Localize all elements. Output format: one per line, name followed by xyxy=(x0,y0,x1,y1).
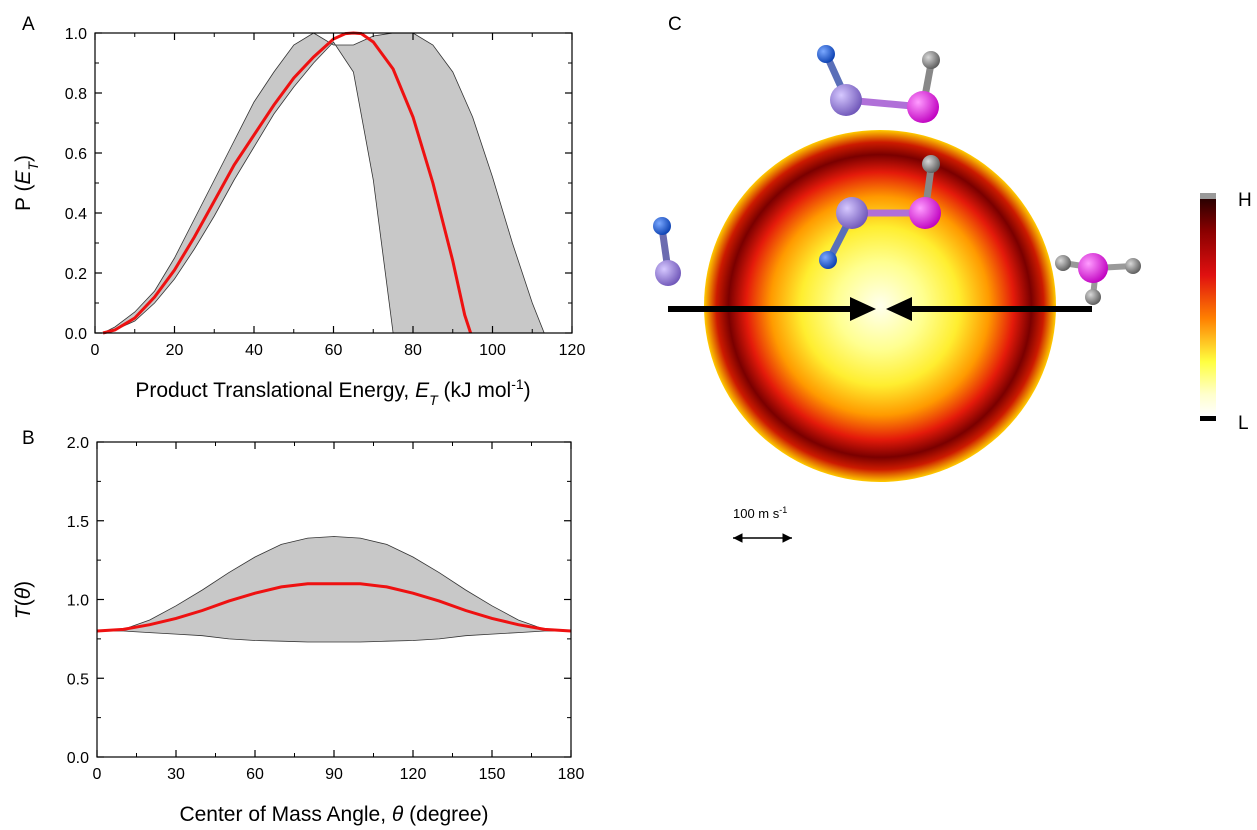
collision-arrows xyxy=(668,297,1092,321)
panel-a-y-tick-label: 0.4 xyxy=(65,206,87,223)
panel-a-y-tick-label: 0.2 xyxy=(65,266,87,283)
colorbar-cap-high xyxy=(1200,193,1216,199)
panel-b-x-tick-label: 60 xyxy=(246,766,264,783)
product-molecule-top xyxy=(817,45,940,123)
left-arrow-head xyxy=(886,297,912,321)
colorbar-gradient xyxy=(1200,199,1216,416)
flux-contour-map xyxy=(704,130,1056,482)
panel-a-x-tick-label: 0 xyxy=(91,342,100,359)
panel-a-x-tick-label: 20 xyxy=(166,342,184,359)
colorbar-cap-low xyxy=(1200,416,1216,421)
right-arrow-head xyxy=(850,297,876,321)
panel-b-x-tick-label: 120 xyxy=(400,766,427,783)
y-axis-label-a: P (ET) xyxy=(12,155,41,211)
scale-bar-label: 100 m s-1 xyxy=(733,505,787,521)
chart-panel-a: 0 20 40 60 80 100 120 0.0 0.2 0.4 0.6 0.8 1.0 Produc… xyxy=(12,26,585,408)
panel-b-x-tick-label: 30 xyxy=(167,766,185,783)
colorbar-high-label: H xyxy=(1238,190,1252,211)
y-axis-label-b: T(θ) xyxy=(12,581,35,619)
panel-a-x-tick-label: 80 xyxy=(404,342,422,359)
panel-a-x-tick-label: 100 xyxy=(479,342,506,359)
panel-a-y-tick-label: 1.0 xyxy=(65,26,87,43)
angular-curve xyxy=(96,582,572,633)
product-molecule-center xyxy=(819,155,941,269)
panel-b-y-tick-label: 1.0 xyxy=(67,593,89,610)
x-axis-label-a: Product Translational Energy, ET (kJ mol… xyxy=(135,376,530,408)
panel-b-y-tick-label: 0.5 xyxy=(67,671,89,688)
panel-b-y-tick-label: 1.5 xyxy=(67,514,89,531)
panel-a-y-tick-label: 0.6 xyxy=(65,146,87,163)
panel-b-y-tick-label: 0.0 xyxy=(67,750,89,767)
reactant-molecule-right xyxy=(1055,253,1141,305)
panel-label-b: B xyxy=(22,428,35,449)
panel-a-x-tick-label: 40 xyxy=(245,342,263,359)
panel-b-x-tick-label: 90 xyxy=(325,766,343,783)
panel-label-c: C xyxy=(668,14,682,35)
panel-label-a: A xyxy=(22,14,35,35)
flux-map-panel: 100 m s-1 H L xyxy=(653,45,1252,543)
colorbar-low-label: L xyxy=(1238,413,1249,434)
panel-b-x-tick-label: 0 xyxy=(93,766,102,783)
colorbar: H L xyxy=(1200,190,1252,434)
panel-b-x-tick-label: 150 xyxy=(479,766,506,783)
energy-band xyxy=(102,32,545,334)
angular-band xyxy=(96,536,572,643)
panel-a-y-tick-label: 0.0 xyxy=(65,326,87,343)
panel-a-x-tick-label: 120 xyxy=(559,342,586,359)
panel-b-y-tick-label: 2.0 xyxy=(67,435,89,452)
chart-panel-b: 0 30 60 90 120 150 180 0.0 0.5 1.0 1.5 2.0 Center o… xyxy=(12,435,584,826)
reactant-diatomic-molecule xyxy=(653,217,681,286)
energy-curve xyxy=(102,31,473,335)
x-axis-label-b: Center of Mass Angle, θ (degree) xyxy=(179,803,488,826)
panel-a-y-tick-label: 0.8 xyxy=(65,86,87,103)
panel-b-x-tick-label: 180 xyxy=(558,766,585,783)
panel-a-x-tick-label: 60 xyxy=(325,342,343,359)
